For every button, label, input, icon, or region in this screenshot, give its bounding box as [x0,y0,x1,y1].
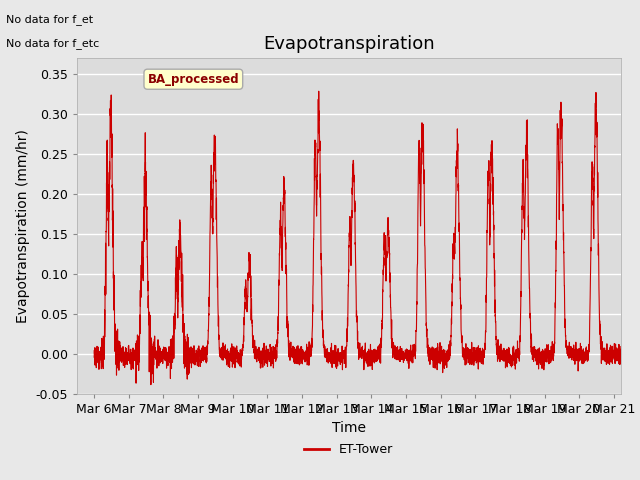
Title: Evapotranspiration: Evapotranspiration [263,35,435,53]
Text: No data for f_etc: No data for f_etc [6,38,100,49]
Text: No data for f_et: No data for f_et [6,14,93,25]
Text: BA_processed: BA_processed [147,73,239,86]
X-axis label: Time: Time [332,421,366,435]
Y-axis label: Evapotranspiration (mm/hr): Evapotranspiration (mm/hr) [16,129,29,323]
Legend: ET-Tower: ET-Tower [299,438,399,461]
